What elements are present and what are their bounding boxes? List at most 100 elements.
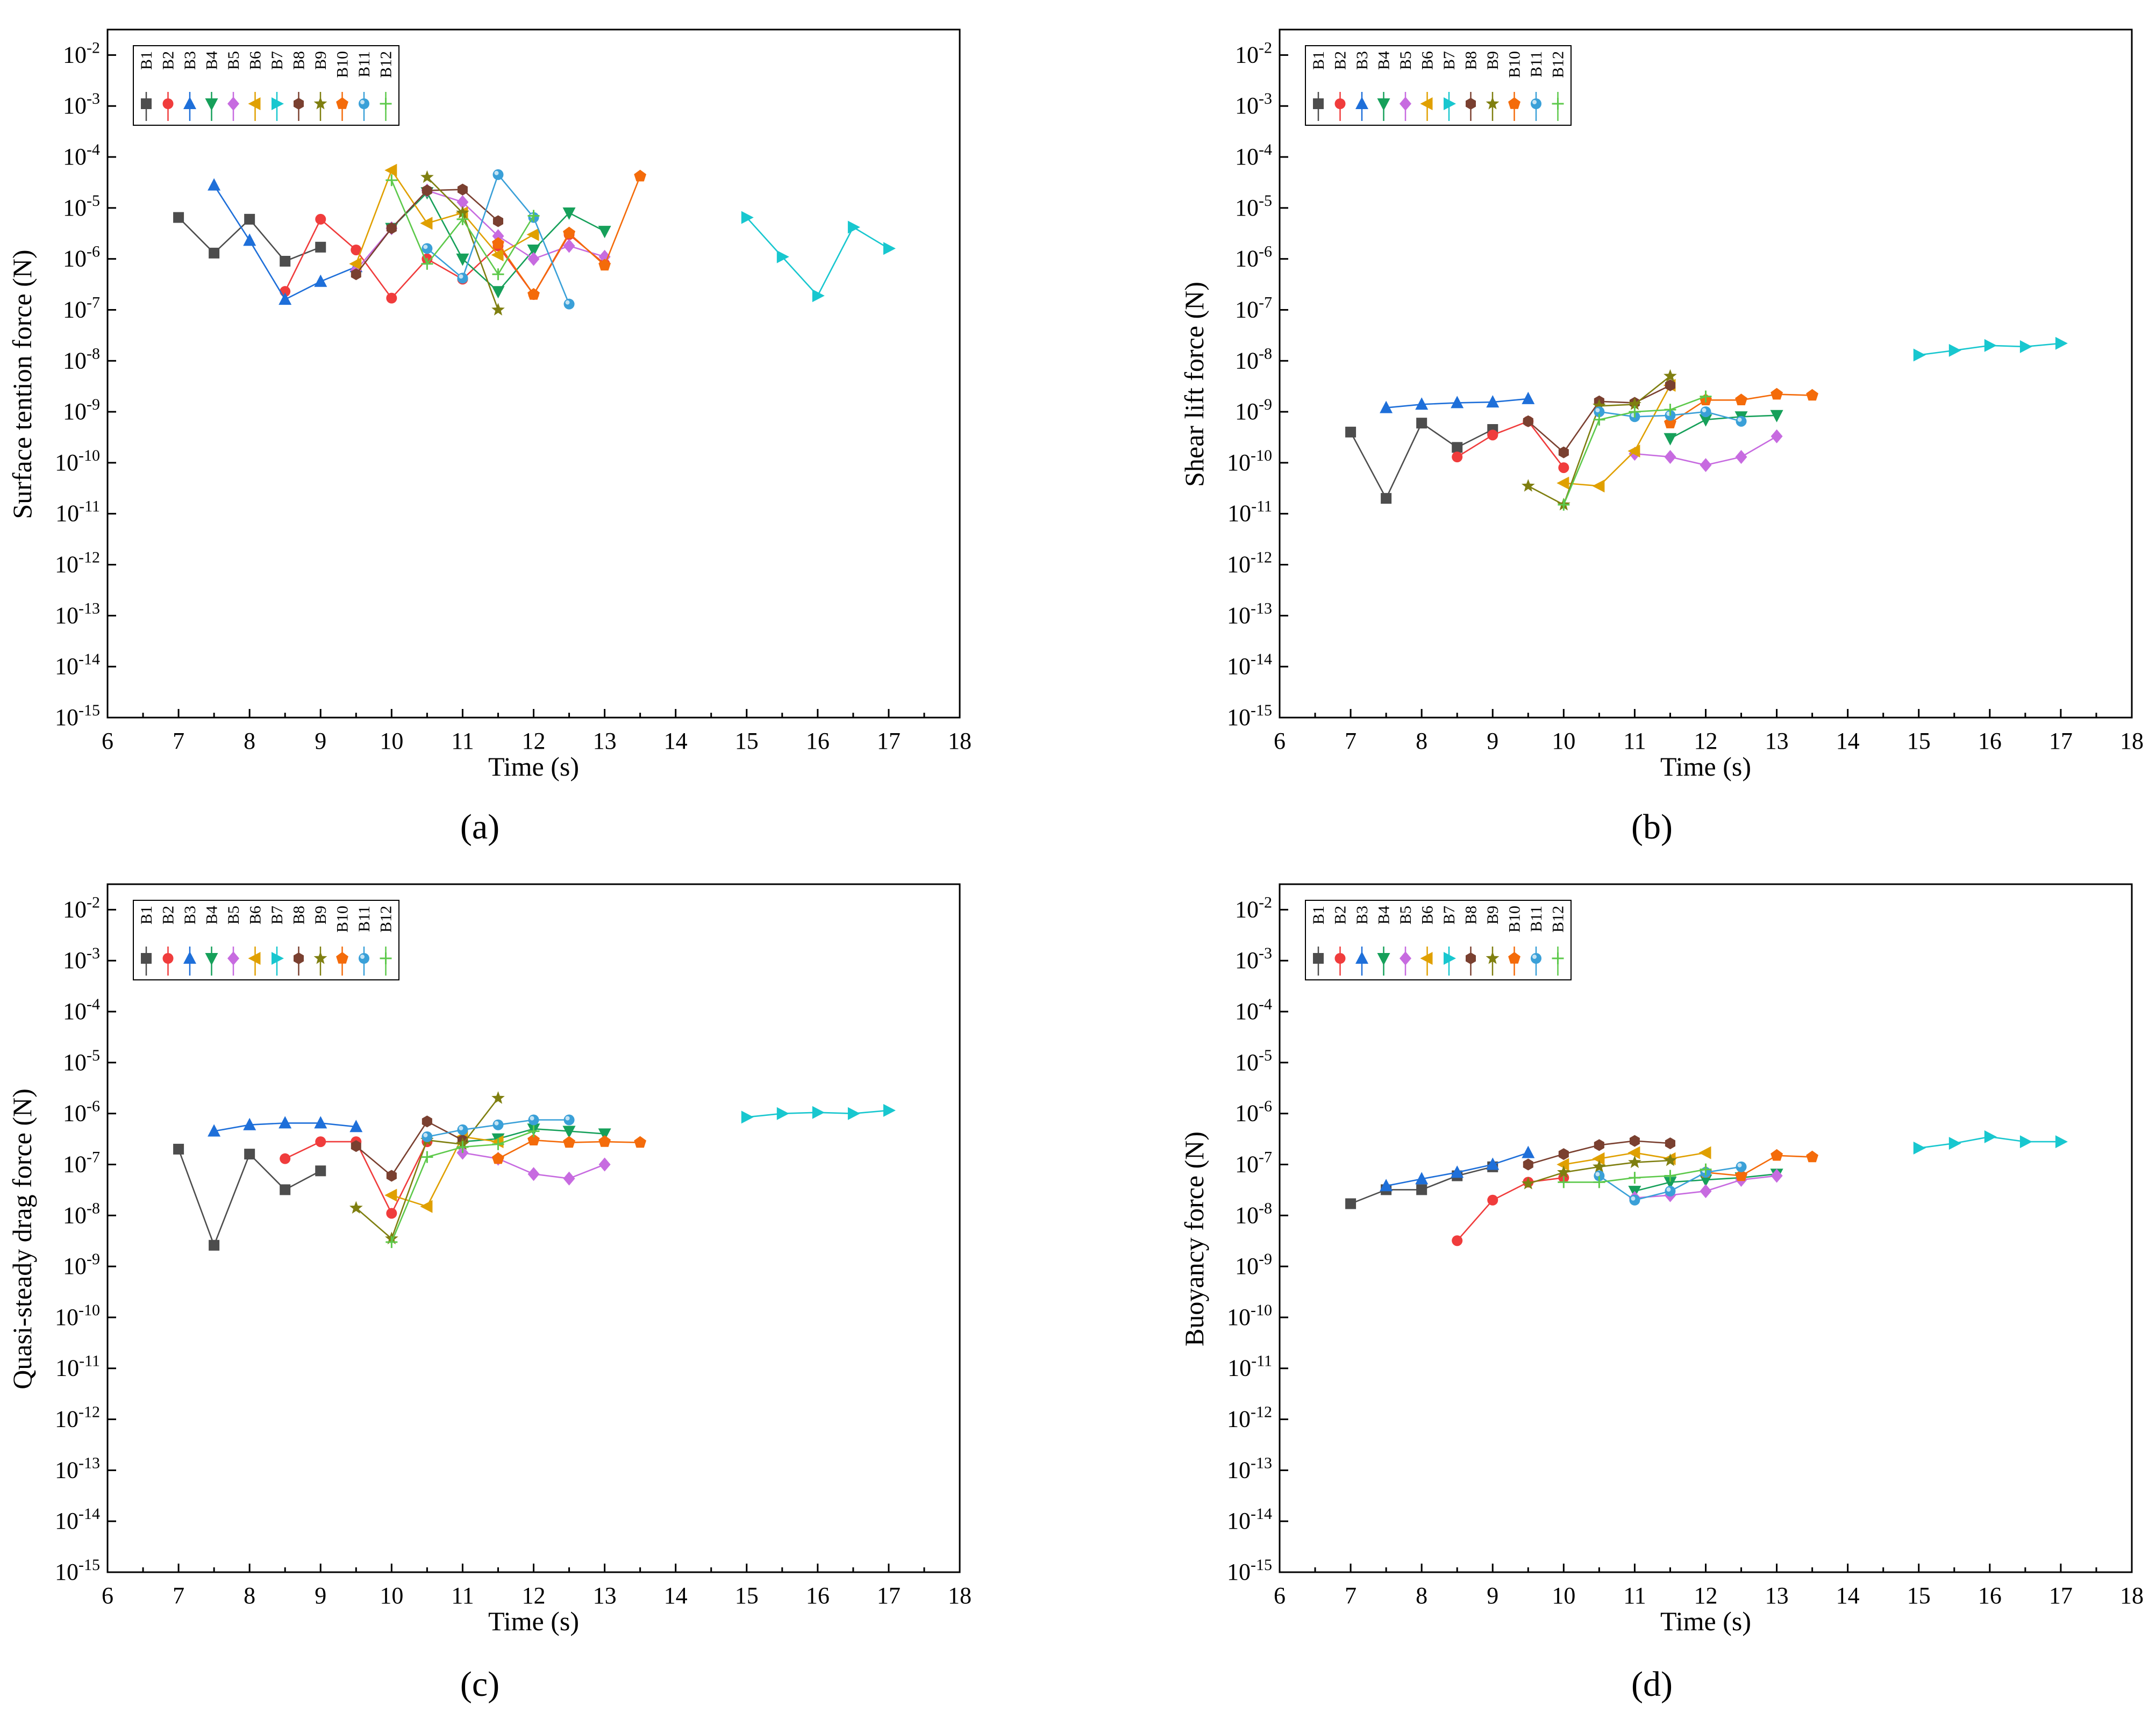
- data-point: [492, 215, 503, 227]
- data-point: [2019, 340, 2032, 353]
- data-point: [1700, 1163, 1712, 1176]
- data-point: [420, 1200, 433, 1213]
- legend-frame: [1305, 45, 1572, 126]
- legend-label: B5: [225, 51, 242, 70]
- legend-label: B2: [160, 51, 177, 70]
- legend-marker: [359, 953, 369, 964]
- data-point: [776, 250, 789, 263]
- legend-marker: [1334, 953, 1346, 964]
- data-point: [422, 1115, 432, 1128]
- legend-label: B3: [181, 906, 199, 925]
- data-point: [1629, 1172, 1641, 1184]
- data-point: [244, 213, 255, 225]
- data-point: [847, 220, 860, 234]
- data-point: [1592, 479, 1605, 493]
- y-tick-label: 10-15: [1227, 1556, 1272, 1585]
- legend-marker: [1531, 953, 1541, 964]
- data-point: [527, 245, 540, 257]
- data-point: [1486, 395, 1500, 408]
- data-point: [527, 252, 540, 266]
- data-point: [1380, 1179, 1393, 1192]
- data-point: [1629, 1135, 1640, 1147]
- legend-label: B3: [1353, 51, 1371, 70]
- data-point: [279, 1116, 292, 1129]
- legend-label: B8: [1462, 906, 1480, 925]
- y-tick-label: 10-7: [1235, 1148, 1272, 1177]
- y-tick-label: 10-5: [1235, 1047, 1272, 1076]
- data-point: [527, 288, 540, 300]
- data-point: [883, 1103, 896, 1117]
- x-tick-label: 17: [877, 1582, 901, 1609]
- data-point: [208, 178, 221, 191]
- y-tick-label: 10-11: [55, 1352, 100, 1381]
- y-tick-label: 10-5: [63, 1047, 100, 1076]
- data-point: [1736, 415, 1747, 427]
- legend-label: B8: [290, 906, 308, 925]
- series-line: [746, 217, 889, 297]
- series-b12: [385, 1125, 540, 1248]
- data-point: [527, 1134, 540, 1145]
- series-line: [1457, 420, 1565, 468]
- data-point: [349, 257, 362, 270]
- data-point: [1558, 1176, 1570, 1188]
- series-b8: [351, 183, 503, 281]
- plot-frame: [1279, 28, 2133, 719]
- y-tick-label: 10-4: [63, 141, 100, 170]
- data-point: [1984, 1130, 1997, 1143]
- data-point: [209, 1239, 220, 1251]
- data-point: [1415, 397, 1429, 410]
- series-b1: [173, 212, 326, 267]
- panel-label: (d): [1631, 1665, 1673, 1704]
- x-tick-label: 18: [2120, 1582, 2144, 1609]
- y-tick-label: 10-7: [63, 1148, 100, 1177]
- legend-marker: [162, 953, 174, 964]
- data-point: [1487, 429, 1498, 441]
- data-point: [1558, 499, 1570, 511]
- legend-label: B1: [1310, 906, 1327, 925]
- data-point: [1486, 1157, 1500, 1170]
- legend-marker: [1400, 97, 1411, 111]
- y-tick-label: 10-6: [63, 1098, 100, 1127]
- legend-label: B10: [1506, 51, 1524, 78]
- legend-marker: [272, 952, 284, 965]
- x-tick-label: 8: [244, 1582, 255, 1609]
- data-point: [1700, 458, 1712, 472]
- legend-label: B5: [1397, 51, 1415, 70]
- data-point: [1521, 479, 1535, 492]
- data-point: [598, 1135, 611, 1147]
- data-point: [315, 1136, 326, 1148]
- data-point: [351, 268, 361, 281]
- data-point: [1594, 1170, 1605, 1181]
- data-point: [1628, 1155, 1641, 1169]
- data-point: [386, 1208, 397, 1219]
- legend-marker: [227, 951, 239, 965]
- data-point: [1558, 462, 1569, 474]
- x-tick-label: 9: [1487, 728, 1498, 754]
- data-point: [1593, 399, 1606, 412]
- data-point: [526, 228, 539, 241]
- x-tick-label: 13: [1765, 1582, 1789, 1609]
- data-point: [1700, 1184, 1712, 1199]
- data-point: [492, 1152, 504, 1164]
- data-point: [173, 212, 184, 223]
- data-point: [456, 206, 469, 219]
- legend-marker: [227, 97, 239, 111]
- legend-label: B9: [1484, 51, 1502, 70]
- y-tick-label: 10-12: [55, 1403, 100, 1432]
- data-point: [1664, 404, 1676, 416]
- y-tick-label: 10-8: [1235, 1199, 1272, 1228]
- legend-label: B1: [138, 51, 155, 70]
- legend-marker: [272, 97, 284, 110]
- x-tick-label: 18: [948, 728, 972, 754]
- x-tick-label: 12: [522, 728, 546, 754]
- data-point: [492, 1138, 504, 1150]
- series-b5: [456, 1145, 611, 1186]
- data-point: [847, 1107, 860, 1120]
- data-point: [634, 1136, 646, 1148]
- x-tick-label: 11: [1623, 1582, 1646, 1609]
- x-tick-label: 13: [1765, 728, 1789, 754]
- x-tick-label: 6: [102, 1582, 113, 1609]
- legend-label: B8: [290, 51, 308, 70]
- data-point: [279, 292, 292, 305]
